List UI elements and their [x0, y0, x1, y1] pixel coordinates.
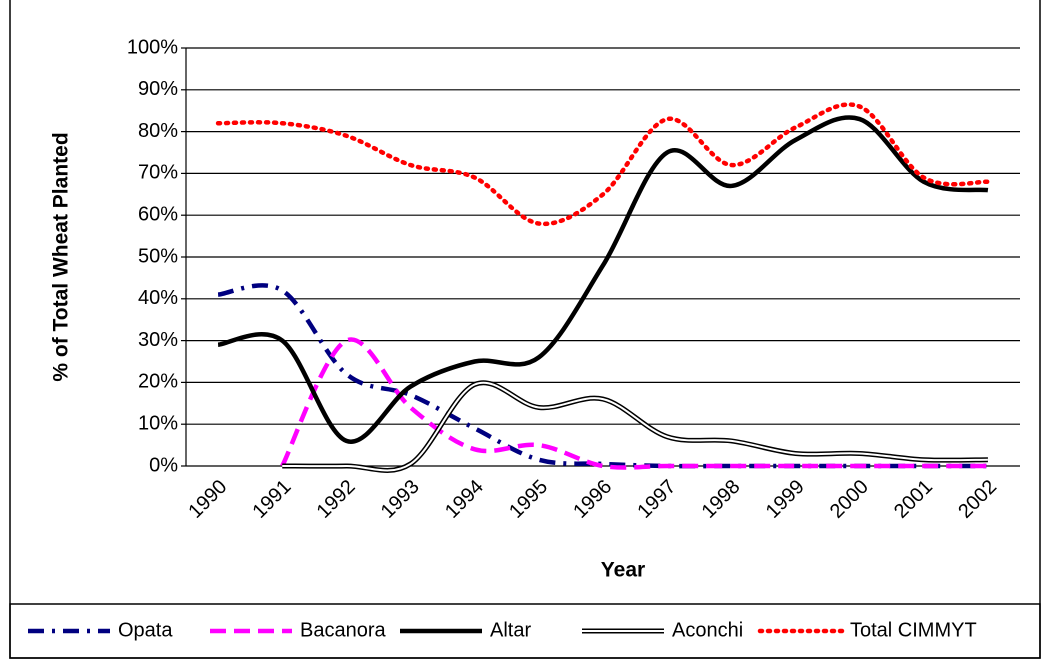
x-tick-label: 1995 [505, 476, 552, 523]
y-tick-label: 80% [138, 120, 178, 142]
y-tick-label: 20% [138, 371, 178, 393]
legend-label: Total CIMMYT [850, 619, 977, 641]
x-tick-label: 1993 [377, 476, 424, 523]
y-tick-label: 70% [138, 162, 178, 184]
legend-label: Altar [490, 619, 531, 641]
series-line [215, 102, 991, 227]
legend-label: Aconchi [672, 619, 743, 641]
x-tick-label: 2000 [826, 476, 873, 523]
series-line [280, 337, 988, 470]
y-tick-label: 30% [138, 329, 178, 351]
x-axis-title: Year [601, 559, 645, 582]
x-tick-label: 2001 [890, 476, 937, 523]
x-tick-label: 1996 [569, 476, 616, 523]
y-tick-label: 40% [138, 287, 178, 309]
legend-label: Bacanora [300, 619, 386, 641]
x-tick-label: 1992 [313, 476, 360, 523]
series-line [217, 115, 989, 444]
x-tick-label: 1997 [633, 476, 680, 523]
y-tick-label: 10% [138, 412, 178, 434]
legend-box [9, 603, 1041, 659]
y-tick-label: 50% [138, 245, 178, 267]
series-line-inner [282, 381, 988, 472]
series-line [282, 380, 988, 473]
y-tick-label: 100% [127, 36, 178, 58]
x-tick-label: 2002 [954, 476, 1001, 523]
x-tick-label: 1999 [762, 476, 809, 523]
y-tick-label: 90% [138, 78, 178, 100]
y-tick-label: 60% [138, 203, 178, 225]
series-line [217, 283, 988, 469]
x-tick-label: 1991 [248, 476, 295, 523]
y-axis-title: % of Total Wheat Planted [50, 132, 73, 381]
legend-label: Opata [118, 619, 173, 641]
x-tick-label: 1990 [184, 476, 231, 523]
y-tick-label: 0% [149, 454, 178, 476]
x-tick-label: 1998 [698, 476, 745, 523]
x-tick-label: 1994 [441, 476, 488, 523]
